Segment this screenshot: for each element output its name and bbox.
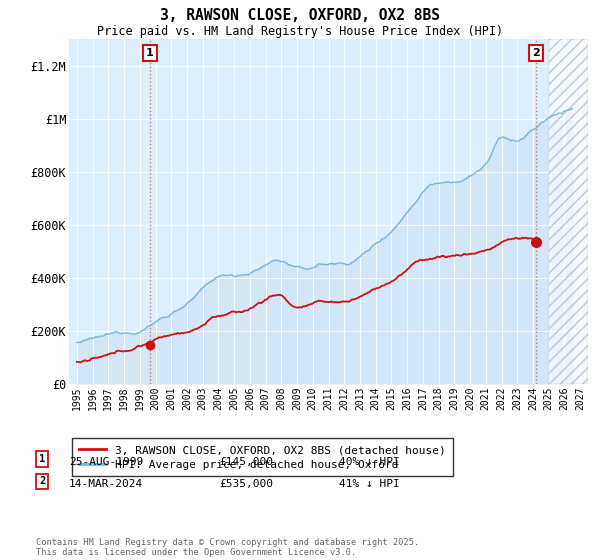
Text: Contains HM Land Registry data © Crown copyright and database right 2025.
This d: Contains HM Land Registry data © Crown c… bbox=[36, 538, 419, 557]
Text: 25-AUG-1999: 25-AUG-1999 bbox=[69, 457, 143, 467]
Text: Price paid vs. HM Land Registry's House Price Index (HPI): Price paid vs. HM Land Registry's House … bbox=[97, 25, 503, 38]
Legend: 3, RAWSON CLOSE, OXFORD, OX2 8BS (detached house), HPI: Average price, detached : 3, RAWSON CLOSE, OXFORD, OX2 8BS (detach… bbox=[72, 438, 453, 476]
Text: 2: 2 bbox=[532, 48, 540, 58]
Text: 1: 1 bbox=[146, 48, 154, 58]
Text: £535,000: £535,000 bbox=[219, 479, 273, 489]
Text: 41% ↓ HPI: 41% ↓ HPI bbox=[339, 479, 400, 489]
Text: 14-MAR-2024: 14-MAR-2024 bbox=[69, 479, 143, 489]
Text: 3, RAWSON CLOSE, OXFORD, OX2 8BS: 3, RAWSON CLOSE, OXFORD, OX2 8BS bbox=[160, 8, 440, 24]
Text: 40% ↓ HPI: 40% ↓ HPI bbox=[339, 457, 400, 467]
Text: £145,000: £145,000 bbox=[219, 457, 273, 467]
Text: 1: 1 bbox=[39, 454, 45, 464]
Text: 2: 2 bbox=[39, 477, 45, 487]
